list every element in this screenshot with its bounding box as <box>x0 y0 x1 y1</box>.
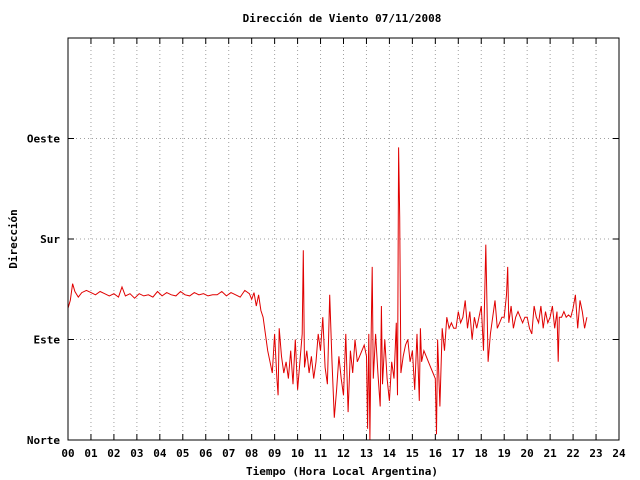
wind-direction-series <box>67 147 588 441</box>
x-axis-ticks: 00 01 02 03 04 05 06 07 08 09 10 11 12 13 14 15 16 17 18 19… <box>61 38 626 460</box>
x-tick-label: 03 <box>130 447 143 460</box>
x-tick-label: 06 <box>199 447 213 460</box>
x-tick-label: 17 <box>452 447 465 460</box>
x-tick-label: 11 <box>314 447 328 460</box>
x-tick-label: 15 <box>406 447 419 460</box>
series-layer <box>67 147 588 441</box>
x-tick-label: 14 <box>383 447 397 460</box>
x-tick-label: 00 <box>61 447 74 460</box>
y-tick-label: Sur <box>40 233 60 246</box>
x-tick-label: 02 <box>107 447 120 460</box>
x-tick-label: 01 <box>84 447 98 460</box>
x-tick-label: 22 <box>566 447 579 460</box>
x-axis-label: Tiempo (Hora Local Argentina) <box>246 465 438 478</box>
x-tick-label: 05 <box>176 447 189 460</box>
y-axis-label: Dirección <box>7 209 20 269</box>
chart-title: Dirección de Viento 07/11/2008 <box>243 12 442 25</box>
y-tick-label: Este <box>34 334 61 347</box>
x-tick-label: 21 <box>544 447 558 460</box>
x-tick-label: 08 <box>245 447 258 460</box>
x-tick-label: 16 <box>429 447 443 460</box>
grid <box>68 38 619 440</box>
x-tick-label: 10 <box>291 447 304 460</box>
x-tick-label: 13 <box>360 447 373 460</box>
y-tick-label: Norte <box>27 434 60 447</box>
x-tick-label: 12 <box>337 447 350 460</box>
y-axis-ticks: Norte Este Sur Oeste <box>27 133 619 447</box>
x-tick-label: 04 <box>153 447 167 460</box>
x-tick-label: 18 <box>475 447 488 460</box>
x-tick-label: 23 <box>589 447 602 460</box>
x-tick-label: 07 <box>222 447 235 460</box>
x-tick-label: 09 <box>268 447 281 460</box>
y-tick-label: Oeste <box>27 133 60 146</box>
x-tick-label: 20 <box>521 447 534 460</box>
x-tick-label: 19 <box>498 447 511 460</box>
x-tick-label: 24 <box>612 447 626 460</box>
